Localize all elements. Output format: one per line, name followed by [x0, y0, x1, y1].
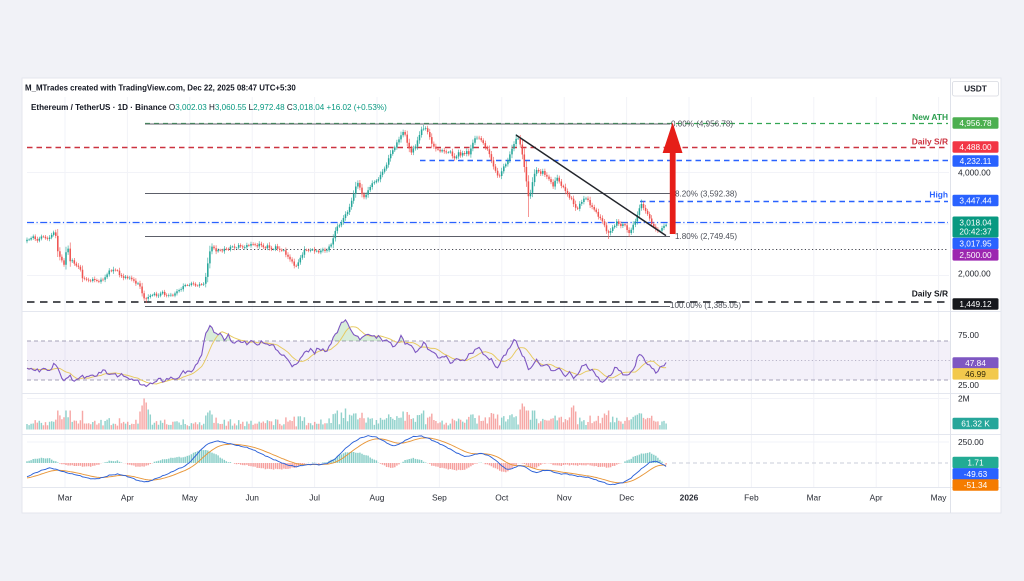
svg-text:USDT: USDT [964, 84, 988, 94]
svg-text:Jun: Jun [245, 493, 259, 503]
svg-text:3,017.95: 3,017.95 [959, 239, 992, 249]
svg-text:1.80% (2,749.45): 1.80% (2,749.45) [675, 232, 737, 241]
svg-text:3,018.04: 3,018.04 [959, 218, 992, 228]
svg-text:Apr: Apr [870, 493, 883, 503]
svg-text:1,449.12: 1,449.12 [959, 299, 992, 309]
svg-text:Daily S/R: Daily S/R [912, 137, 948, 147]
svg-text:New ATH: New ATH [912, 112, 948, 122]
svg-text:20:42:37: 20:42:37 [959, 227, 992, 237]
svg-text:2,000.00: 2,000.00 [958, 269, 991, 279]
svg-text:Mar: Mar [58, 493, 73, 503]
svg-text:4,000.00: 4,000.00 [958, 168, 991, 178]
svg-text:250.00: 250.00 [958, 437, 984, 447]
svg-text:47.84: 47.84 [965, 358, 986, 368]
svg-text:Ethereum / TetherUS · 1D · Bin: Ethereum / TetherUS · 1D · Binance O3,00… [31, 103, 387, 112]
svg-text:May: May [182, 493, 199, 503]
svg-text:25.00: 25.00 [958, 380, 979, 390]
svg-text:4,488.00: 4,488.00 [959, 142, 992, 152]
svg-text:Feb: Feb [744, 493, 759, 503]
svg-text:May: May [931, 493, 948, 503]
svg-text:3,447.44: 3,447.44 [959, 196, 992, 206]
svg-text:Sep: Sep [432, 493, 447, 503]
svg-text:2M: 2M [958, 394, 970, 404]
svg-text:4,956.78: 4,956.78 [959, 118, 992, 128]
svg-text:Nov: Nov [557, 493, 573, 503]
svg-text:1.71: 1.71 [967, 458, 984, 468]
svg-text:61.32 K: 61.32 K [961, 419, 990, 429]
svg-text:0.00% (4,956.78): 0.00% (4,956.78) [671, 120, 733, 129]
svg-text:2,500.00: 2,500.00 [959, 250, 992, 260]
svg-text:Daily S/R: Daily S/R [912, 289, 948, 299]
svg-text:-49.63: -49.63 [964, 469, 988, 479]
svg-text:4,232.11: 4,232.11 [960, 156, 992, 166]
svg-text:Apr: Apr [121, 493, 134, 503]
svg-text:100.00% (1,385.05): 100.00% (1,385.05) [670, 301, 741, 310]
svg-text:Dec: Dec [619, 493, 634, 503]
svg-text:-51.34: -51.34 [964, 480, 988, 490]
svg-text:Mar: Mar [807, 493, 822, 503]
svg-text:46.99: 46.99 [965, 369, 986, 379]
svg-text:8.20% (3,592.38): 8.20% (3,592.38) [675, 189, 737, 198]
svg-text:Oct: Oct [495, 493, 509, 503]
svg-text:High: High [929, 190, 948, 200]
svg-text:M_MTrades created with Trading: M_MTrades created with TradingView.com, … [25, 84, 296, 93]
svg-text:75.00: 75.00 [958, 330, 979, 340]
svg-text:Jul: Jul [309, 493, 320, 503]
svg-text:Aug: Aug [370, 493, 385, 503]
svg-text:2026: 2026 [680, 493, 699, 503]
